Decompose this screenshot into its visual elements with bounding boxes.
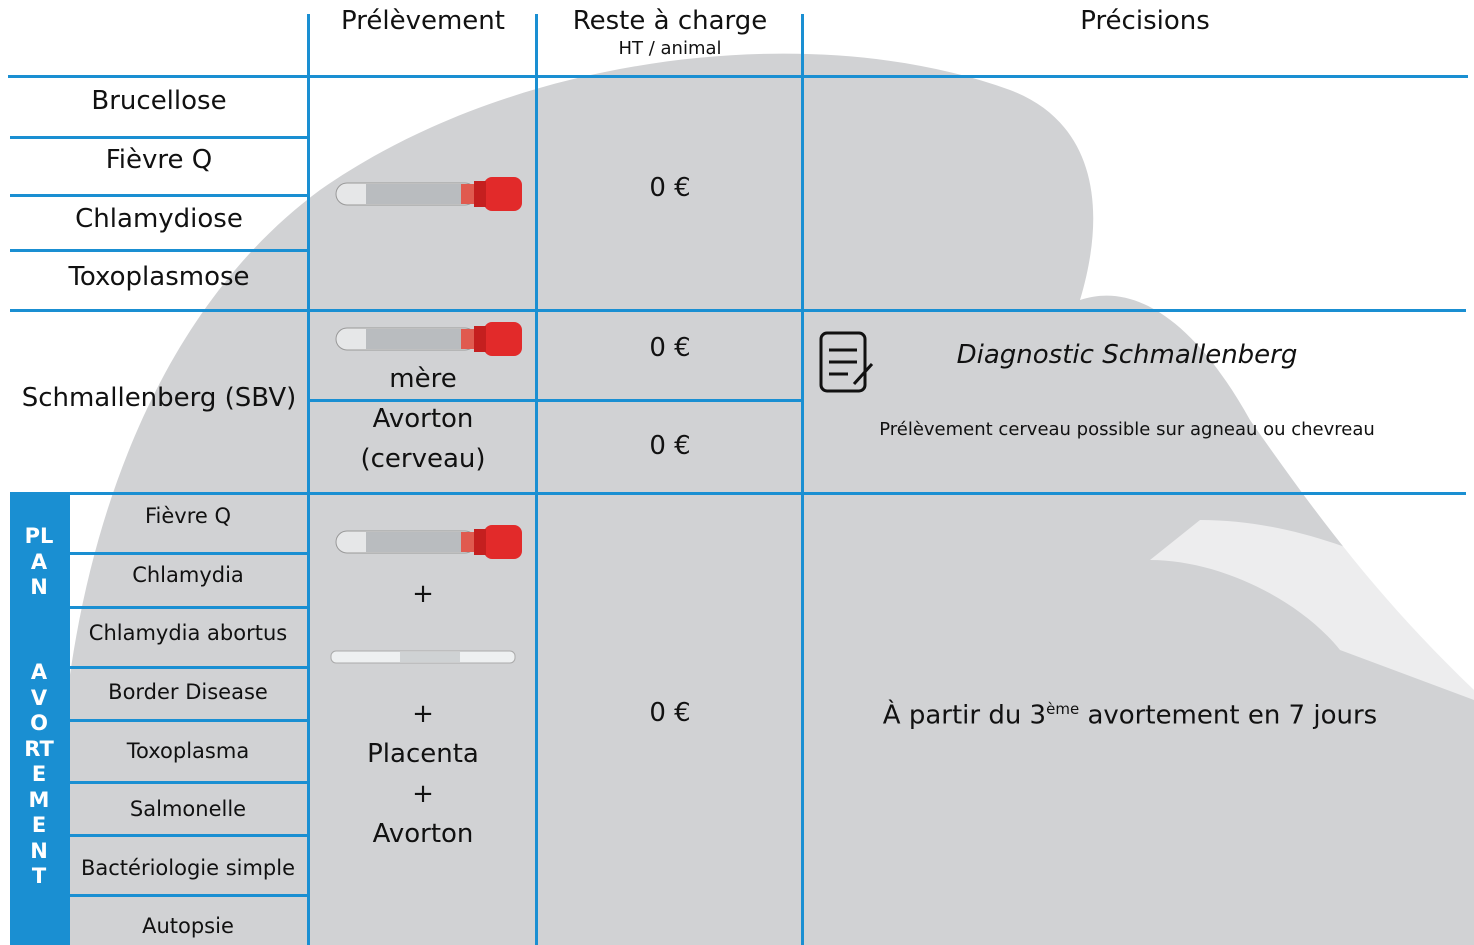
disease: Chlamydiose <box>75 204 243 234</box>
test: Autopsie <box>142 914 234 938</box>
sample: Avorton <box>372 819 474 849</box>
test: Chlamydia <box>132 563 244 587</box>
plan-label: PLAN <box>24 524 54 599</box>
header-sub: HT / animal <box>618 38 722 59</box>
row-line <box>10 309 1466 312</box>
plan-label: AVORTEMENT <box>24 660 54 888</box>
cost: 0 € <box>649 431 691 461</box>
sample: + <box>412 699 434 729</box>
test: Toxoplasma <box>126 739 250 763</box>
test: Chlamydia abortus <box>88 621 288 645</box>
disease: Schmallenberg (SBV) <box>21 383 297 413</box>
sample: + <box>412 579 434 609</box>
row-line <box>70 781 308 784</box>
sample: Placenta <box>367 739 479 769</box>
header-cell: Précisions <box>1080 6 1210 36</box>
superscript: ème <box>1046 700 1080 718</box>
sample: Avorton <box>372 404 474 434</box>
plan-note: À partir du 3ème avortement en 7 jours <box>805 700 1455 731</box>
test: Fièvre Q <box>144 504 232 528</box>
cost: 0 € <box>649 333 691 363</box>
row-line <box>10 249 308 252</box>
note: Prélèvement cerveau possible sur agneau … <box>879 419 1375 440</box>
cost: 0 € <box>649 698 691 728</box>
note-icon <box>819 331 874 393</box>
sample: (cerveau) <box>360 444 486 474</box>
sample: + <box>412 779 434 809</box>
swab <box>330 650 516 664</box>
disease: Fièvre Q <box>105 145 213 175</box>
note-title: Diagnostic Schmallenberg <box>956 340 1298 370</box>
disease: Toxoplasmose <box>68 262 250 292</box>
row-line <box>70 894 308 897</box>
row-line <box>10 194 308 197</box>
row-line <box>8 75 1468 78</box>
header-cell: Prélèvement <box>341 6 505 36</box>
test: Bactériologie simple <box>80 856 296 880</box>
row-line <box>70 606 308 609</box>
column-line <box>535 14 538 945</box>
column-line <box>307 14 310 945</box>
text: avortement en 7 jours <box>1079 700 1378 731</box>
row-line <box>10 492 1466 495</box>
plan-band <box>10 494 70 945</box>
row-line <box>70 719 308 722</box>
row-line <box>10 136 308 139</box>
row-line <box>70 834 308 837</box>
row-line <box>70 666 308 669</box>
row-line <box>70 552 308 555</box>
test: Border Disease <box>108 680 268 704</box>
text: À partir du 3 <box>882 700 1047 731</box>
disease: Brucellose <box>91 86 227 116</box>
test: Salmonelle <box>129 797 247 821</box>
header-cell: Reste à charge <box>572 6 768 36</box>
cost: 0 € <box>649 173 691 203</box>
column-line <box>801 14 804 945</box>
row-line <box>308 399 803 402</box>
sample: mère <box>389 364 457 394</box>
